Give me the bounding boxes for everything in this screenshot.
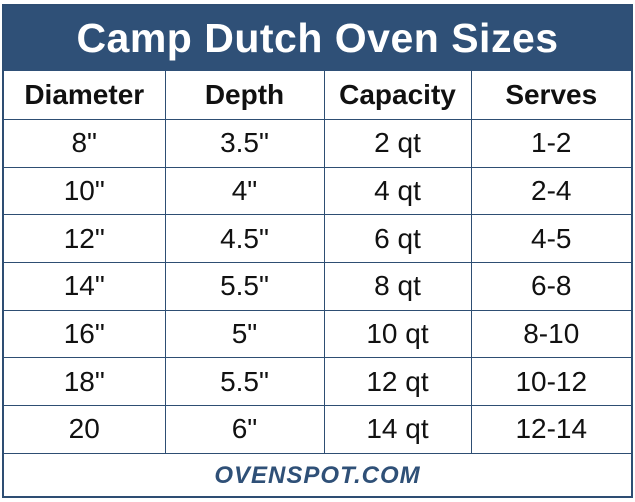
cell-serves: 6-8	[470, 262, 631, 311]
cell-capacity: 8 qt	[323, 262, 472, 311]
cell-diameter: 12"	[4, 214, 166, 264]
cell-serves: 12-14	[470, 405, 631, 454]
table-row: 12" 4.5" 6 qt 4-5	[4, 214, 631, 264]
table-row: 8" 3.5" 2 qt 1-2	[4, 119, 631, 168]
cell-capacity: 10 qt	[323, 309, 472, 359]
table-row: 20 6" 14 qt 12-14	[4, 405, 631, 454]
cell-diameter: 10"	[4, 166, 166, 216]
cell-diameter: 20	[4, 405, 166, 454]
table-row: 14" 5.5" 8 qt 6-8	[4, 262, 631, 311]
cell-capacity: 2 qt	[323, 119, 472, 168]
cell-diameter: 14"	[4, 262, 166, 311]
header-depth: Depth	[164, 71, 325, 120]
cell-diameter: 16"	[4, 309, 166, 359]
header-row: Diameter Depth Capacity Serves	[4, 71, 631, 120]
cell-depth: 6"	[164, 405, 325, 454]
table-row: 18" 5.5" 12 qt 10-12	[4, 357, 631, 407]
cell-capacity: 4 qt	[323, 166, 472, 216]
cell-serves: 1-2	[470, 119, 631, 168]
cell-capacity: 14 qt	[323, 405, 472, 454]
cell-capacity: 6 qt	[323, 214, 472, 264]
cell-depth: 4.5"	[164, 214, 325, 264]
cell-depth: 5"	[164, 309, 325, 359]
title-bar: Camp Dutch Oven Sizes	[4, 6, 631, 71]
header-capacity: Capacity	[323, 71, 472, 120]
brand-logo: OVENSPOT.COM	[214, 461, 421, 489]
header-serves: Serves	[470, 71, 631, 120]
cell-serves: 10-12	[470, 357, 631, 407]
cell-depth: 3.5"	[164, 119, 325, 168]
cell-serves: 2-4	[470, 166, 631, 216]
table-row: 10" 4" 4 qt 2-4	[4, 166, 631, 216]
cell-depth: 4"	[164, 166, 325, 216]
cell-depth: 5.5"	[164, 262, 325, 311]
cell-depth: 5.5"	[164, 357, 325, 407]
header-diameter: Diameter	[4, 71, 166, 120]
cell-serves: 8-10	[470, 309, 631, 359]
chart-frame: Camp Dutch Oven Sizes Diameter Depth Cap…	[2, 4, 633, 498]
cell-capacity: 12 qt	[323, 357, 472, 407]
cell-diameter: 8"	[4, 119, 166, 168]
table-row: 16" 5" 10 qt 8-10	[4, 309, 631, 359]
footer: OVENSPOT.COM	[4, 454, 631, 498]
page-title: Camp Dutch Oven Sizes	[76, 15, 559, 61]
cell-diameter: 18"	[4, 357, 166, 407]
sizes-table: Diameter Depth Capacity Serves 8" 3.5" 2…	[4, 71, 631, 454]
cell-serves: 4-5	[470, 214, 631, 264]
